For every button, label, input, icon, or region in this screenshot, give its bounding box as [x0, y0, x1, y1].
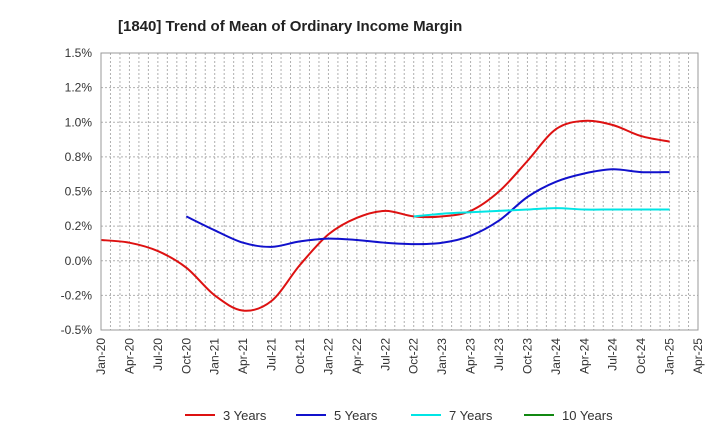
legend-item: 10 Years: [524, 408, 613, 423]
series-lines: [100, 119, 670, 312]
series-line-2: [185, 168, 670, 248]
y-tick-label: 1.0%: [65, 115, 93, 129]
x-tick-label: Jan-25: [663, 338, 677, 375]
x-tick-label: Apr-24: [577, 338, 591, 374]
y-tick-label: 1.2%: [65, 81, 93, 95]
legend-label: 10 Years: [562, 408, 613, 423]
x-tick-label: Jan-23: [435, 338, 449, 375]
x-tick-label: Jan-22: [321, 338, 335, 375]
legend-item: 7 Years: [411, 408, 493, 423]
y-tick-label: 1.5%: [65, 46, 93, 60]
x-tick-label: Apr-20: [122, 338, 136, 374]
x-tick-label: Apr-25: [691, 338, 705, 374]
legend-item: 5 Years: [296, 408, 378, 423]
x-tick-label: Jan-20: [94, 338, 108, 375]
legend-label: 3 Years: [223, 408, 267, 423]
y-tick-label: -0.2%: [61, 288, 93, 302]
plot-border: [100, 52, 699, 331]
x-axis: Jan-20 Apr-20 Jul-20 Oct-20 Jan-21 Apr-21 Jul-…: [94, 338, 705, 375]
y-tick-label: 0.2%: [65, 219, 93, 233]
x-tick-label: Jan-21: [208, 338, 222, 375]
grid: [101, 52, 698, 331]
x-tick-label: Oct-24: [634, 338, 648, 374]
legend-item: 3 Years: [185, 408, 267, 423]
legend-label: 7 Years: [449, 408, 493, 423]
y-tick-label: -0.5%: [61, 323, 93, 337]
x-tick-label: Jul-24: [606, 338, 620, 371]
y-tick-label: 0.8%: [65, 150, 93, 164]
y-axis: 1.5% 1.2% 1.0% 0.8% 0.5% 0.2% 0.0% -0.2% -0.5%: [61, 46, 93, 337]
x-tick-label: Oct-20: [179, 338, 193, 374]
series-line-3: [413, 207, 670, 218]
y-tick-label: 0.5%: [65, 185, 93, 199]
x-tick-label: Oct-22: [407, 338, 421, 374]
x-tick-label: Jul-22: [378, 338, 392, 371]
x-tick-label: Oct-21: [293, 338, 307, 374]
x-tick-label: Oct-23: [520, 338, 534, 374]
x-tick-label: Apr-23: [464, 338, 478, 374]
x-tick-label: Jul-23: [492, 338, 506, 371]
x-tick-label: Jan-24: [549, 338, 563, 375]
chart-title: [1840] Trend of Mean of Ordinary Income …: [118, 18, 462, 35]
legend-label: 5 Years: [334, 408, 378, 423]
series-line-1: [100, 119, 670, 312]
x-tick-label: Apr-21: [236, 338, 250, 374]
y-tick-label: 0.0%: [65, 254, 93, 268]
x-tick-label: Jul-20: [151, 338, 165, 371]
x-tick-label: Jul-21: [265, 338, 279, 371]
legend: 3 Years 5 Years 7 Years 10 Years: [185, 408, 613, 423]
x-tick-label: Apr-22: [350, 338, 364, 374]
